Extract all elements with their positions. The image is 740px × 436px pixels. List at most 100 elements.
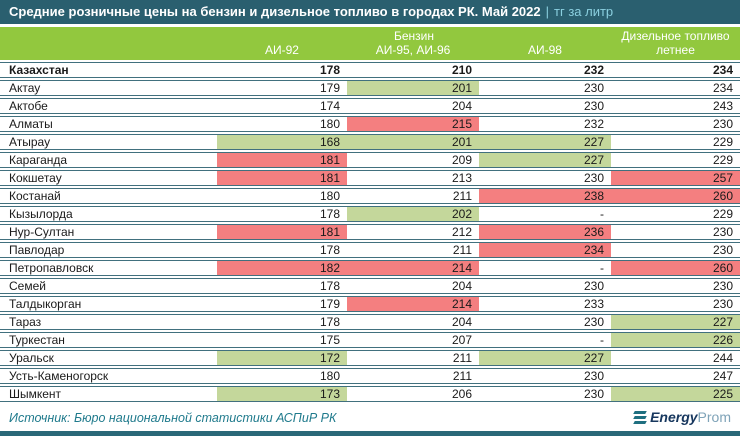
city-name-cell: Актобе xyxy=(9,99,48,113)
price-cell-diesel: 234 xyxy=(712,81,733,95)
price-cell-ai95-96: 206 xyxy=(451,387,472,401)
column-header-ai95-96: АИ-95, АИ-96 xyxy=(375,43,451,57)
table-row: Алматы 180 215 232 230 xyxy=(0,116,740,132)
table-row: Костанай 180 211 238 260 xyxy=(0,188,740,204)
table-row: Уральск 172 211 227 244 xyxy=(0,350,740,366)
table-row: Семей 178 204 230 230 xyxy=(0,278,740,294)
price-cell-ai95-96: 204 xyxy=(451,279,472,293)
column-header-diesel-letnee: летнее xyxy=(656,43,695,57)
price-cell-ai98: 233 xyxy=(583,297,604,311)
price-cell-ai98: 234 xyxy=(479,243,611,257)
price-cell-ai95-96: 202 xyxy=(347,207,479,221)
energyprom-logo-icon xyxy=(633,411,647,424)
price-cell-diesel: 230 xyxy=(712,279,733,293)
price-cell-ai98: 227 xyxy=(479,153,611,167)
price-cell-ai95-96: 213 xyxy=(451,171,472,185)
column-header-ai98: АИ-98 xyxy=(528,43,562,57)
price-cell-ai92: 182 xyxy=(217,261,347,275)
price-cell-ai95-96: 212 xyxy=(451,225,472,239)
source-note: Источник: Бюро национальной статистики А… xyxy=(9,410,337,425)
price-cell-ai92: 181 xyxy=(217,153,347,167)
price-cell-ai95-96: 210 xyxy=(451,63,472,77)
price-cell-ai92: 179 xyxy=(319,81,340,95)
price-cell-diesel: 229 xyxy=(712,207,733,221)
price-cell-diesel: 230 xyxy=(712,243,733,257)
table-row: Кызылорда 178 202 - 229 xyxy=(0,206,740,222)
city-name-cell: Тараз xyxy=(9,315,42,329)
city-name-cell: Казахстан xyxy=(9,63,69,77)
price-cell-diesel: 227 xyxy=(611,315,740,329)
price-cell-diesel: 234 xyxy=(712,63,733,77)
price-cell-ai98: 238 xyxy=(479,189,611,203)
city-name-cell: Кызылорда xyxy=(9,207,73,221)
table-row: Атырау 168 201 227 229 xyxy=(0,134,740,150)
price-cell-ai92: 180 xyxy=(319,117,340,131)
price-cell-ai98: - xyxy=(600,333,604,347)
city-name-cell: Уральск xyxy=(9,351,54,365)
bottom-accent-bar xyxy=(0,431,740,436)
table-header: Бензин Дизельное топливо АИ-92 АИ-95, АИ… xyxy=(0,27,740,60)
table-row: Нур-Султан 181 212 236 230 xyxy=(0,224,740,240)
price-cell-ai95-96: 209 xyxy=(451,153,472,167)
city-name-cell: Шымкент xyxy=(9,387,62,401)
price-cell-ai92: 181 xyxy=(217,225,347,239)
city-name-cell: Караганда xyxy=(9,153,68,167)
price-cell-diesel: 244 xyxy=(712,351,733,365)
price-cell-diesel: 257 xyxy=(611,171,740,185)
table-row: Усть-Каменогорск 180 211 230 247 xyxy=(0,368,740,384)
footer: Источник: Бюро национальной статистики А… xyxy=(0,404,740,431)
price-cell-diesel: 230 xyxy=(712,297,733,311)
price-cell-ai98: 230 xyxy=(583,171,604,185)
title-bar: Средние розничные цены на бензин и дизел… xyxy=(0,0,740,24)
price-cell-ai95-96: 211 xyxy=(452,189,472,203)
price-cell-ai92: 178 xyxy=(319,207,340,221)
price-cell-ai92: 178 xyxy=(319,279,340,293)
price-cell-ai95-96: 215 xyxy=(347,117,479,131)
city-name-cell: Костанай xyxy=(9,189,61,203)
table-row: Тараз 178 204 230 227 xyxy=(0,314,740,330)
table-row: Караганда 181 209 227 229 xyxy=(0,152,740,168)
city-name-cell: Алматы xyxy=(9,117,53,131)
price-cell-ai95-96: 201 xyxy=(347,135,479,149)
logo-text: EnergyProm xyxy=(650,408,731,425)
price-cell-ai98: 230 xyxy=(583,315,604,329)
price-cell-ai92: 178 xyxy=(319,243,340,257)
unit-label: тг за литр xyxy=(554,4,614,19)
city-name-cell: Нур-Султан xyxy=(9,225,75,239)
price-cell-ai98: 230 xyxy=(583,279,604,293)
price-cell-diesel: 229 xyxy=(712,153,733,167)
price-cell-ai98: 227 xyxy=(479,135,611,149)
price-cell-ai98: 230 xyxy=(583,81,604,95)
price-cell-ai98: 230 xyxy=(583,99,604,113)
price-cell-ai92: 178 xyxy=(319,315,340,329)
city-name-cell: Атырау xyxy=(9,135,51,149)
price-cell-ai92: 180 xyxy=(319,189,340,203)
price-cell-ai98: 230 xyxy=(583,387,604,401)
price-cell-ai95-96: 214 xyxy=(347,297,479,311)
report-title: Средние розничные цены на бензин и дизел… xyxy=(9,4,541,19)
price-cell-ai95-96: 211 xyxy=(452,369,472,383)
price-cell-ai92: 179 xyxy=(319,297,340,311)
title-separator: | xyxy=(545,4,550,19)
city-name-cell: Талдыкорган xyxy=(9,297,82,311)
city-name-cell: Петропавловск xyxy=(9,261,94,275)
price-cell-diesel: 229 xyxy=(712,135,733,149)
price-cell-ai92: 168 xyxy=(217,135,347,149)
price-cell-ai98: 232 xyxy=(583,117,604,131)
price-cell-diesel: 225 xyxy=(611,387,740,401)
price-cell-ai95-96: 207 xyxy=(451,333,472,347)
city-name-cell: Усть-Каменогорск xyxy=(9,369,109,383)
table-row: Актау 179 201 230 234 xyxy=(0,80,740,96)
price-cell-ai98: - xyxy=(600,261,604,275)
table-row: Казахстан 178 210 232 234 xyxy=(0,62,740,78)
price-cell-ai98: 230 xyxy=(583,369,604,383)
price-cell-ai92: 172 xyxy=(217,351,347,365)
city-name-cell: Кокшетау xyxy=(9,171,62,185)
energyprom-logo: EnergyProm xyxy=(633,408,731,427)
table-row: Шымкент 173 206 230 225 xyxy=(0,386,740,402)
column-group-diesel: Дизельное топливо xyxy=(621,29,730,43)
column-group-benzin: Бензин xyxy=(393,29,434,43)
price-cell-diesel: 226 xyxy=(611,333,740,347)
column-header-ai92: АИ-92 xyxy=(265,43,299,57)
price-cell-ai95-96: 201 xyxy=(347,81,479,95)
